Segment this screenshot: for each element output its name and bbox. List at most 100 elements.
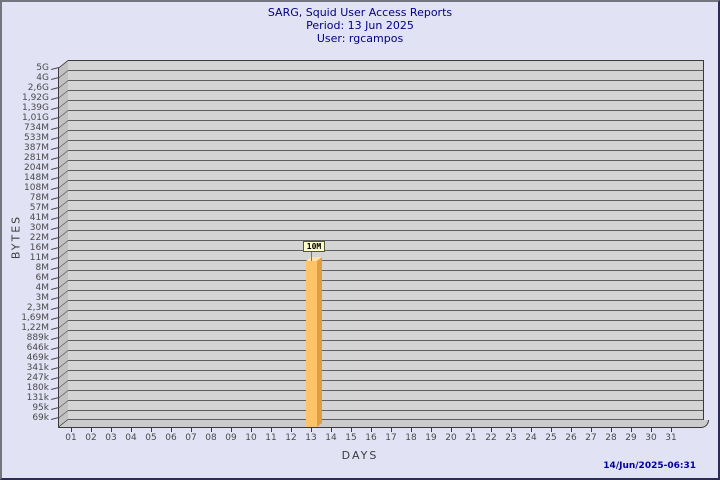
x-axis-tick-mark [391,428,392,432]
x-axis-tick-mark [151,428,152,432]
gridline [68,370,703,371]
title-block: SARG, Squid User Access Reports Period: … [2,6,718,45]
x-axis-tick-mark [531,428,532,432]
gridline [68,190,703,191]
gridline [68,280,703,281]
gridline [68,340,703,341]
x-axis-tick-mark [171,428,172,432]
x-axis-tick-mark [511,428,512,432]
x-axis-tick-label: 31 [665,433,677,443]
x-axis-tick-label: 19 [425,433,437,443]
x-axis-tick-mark [331,428,332,432]
gridline [68,250,703,251]
x-axis-tick-label: 01 [65,433,77,443]
chart-period: Period: 13 Jun 2025 [306,19,414,32]
x-axis-tick-label: 13 [305,433,317,443]
x-axis-tick-mark [191,428,192,432]
gridline [68,80,703,81]
x-axis-tick-label: 22 [485,433,497,443]
gridline [68,390,703,391]
chart-title: SARG, Squid User Access Reports [267,6,453,19]
chart-3d-bottom-wall [58,420,705,428]
x-axis-tick-label: 30 [645,433,657,443]
x-axis-tick-label: 08 [205,433,217,443]
gridline [68,410,703,411]
y-axis-tick-label: 11M [29,253,49,263]
y-axis-tick-label: 2,3M [26,303,49,313]
gridline [68,260,703,261]
bar-value-connector [311,252,312,261]
y-axis-tick-label: 57M [29,203,49,213]
x-axis-tick-label: 27 [585,433,597,443]
y-axis-tick-label: 16M [29,243,49,253]
gridline [68,360,703,361]
gridline [68,100,703,101]
y-axis-tick-label: 1,92G [21,93,49,103]
gridline [68,200,703,201]
y-axis-tick-label: 180k [26,383,49,393]
gridline [68,130,703,131]
x-axis-tick-mark [271,428,272,432]
y-axis-tick-label: 341k [26,363,49,373]
x-axis-tick-mark [111,428,112,432]
x-axis-tick-mark [431,428,432,432]
y-axis-tick-label: 387M [24,143,49,153]
chart-plot-area [68,60,704,420]
gridline [68,140,703,141]
y-axis-tick-label: 95k [32,403,49,413]
gridline [68,270,703,271]
y-axis-tick-label: 69k [32,413,49,423]
x-axis-tick-label: 18 [405,433,417,443]
y-axis-tick-label: 5G [36,63,49,73]
y-axis-tick-label: 8M [35,263,50,273]
gridline [68,350,703,351]
x-axis-tick-mark [351,428,352,432]
x-axis-tick-label: 06 [165,433,177,443]
y-axis-tick-label: 6M [35,273,50,283]
gridline [68,320,703,321]
y-axis-tick-label: 108M [24,183,49,193]
chart-3d-left-wall [58,59,69,429]
x-axis-tick-mark [651,428,652,432]
y-axis-tick-label: 281M [24,153,49,163]
gridline [68,400,703,401]
gridline [68,380,703,381]
gridline [68,70,703,71]
x-axis-tick-mark [591,428,592,432]
x-axis-tick-label: 28 [605,433,617,443]
y-axis-tick-label: 533M [24,133,49,143]
x-axis-tick-label: 20 [445,433,457,443]
x-axis-tick-mark [571,428,572,432]
x-axis-tick-label: 14 [325,433,337,443]
y-axis-tick-label: 78M [29,193,49,203]
y-axis-tick-label: 30M [29,223,49,233]
y-axis-tick-label: 41M [29,213,49,223]
x-axis-tick-mark [71,428,72,432]
x-axis-tick-label: 23 [505,433,517,443]
x-axis-tick-label: 05 [145,433,157,443]
y-axis-tick-label: 889k [26,333,49,343]
gridline [68,330,703,331]
x-axis-tick-mark [211,428,212,432]
y-axis-tick-label: 3M [35,293,50,303]
x-axis-tick-label: 26 [565,433,577,443]
gridline [68,310,703,311]
x-axis-tick-label: 07 [185,433,197,443]
gridline [68,220,703,221]
gridline [68,300,703,301]
y-axis-tick-label: 646k [26,343,49,353]
y-axis-tick-label: 4G [36,73,49,83]
x-axis-tick-mark [311,428,312,432]
gridline [68,210,703,211]
y-axis-tick-label: 1,39G [21,103,49,113]
x-axis-tick-label: 11 [265,433,277,443]
x-axis-tick-mark [251,428,252,432]
chart-3d-corner [694,420,709,428]
bar-day-13 [305,261,317,427]
x-axis-tick-label: 29 [625,433,637,443]
gridline [68,290,703,291]
x-axis-tick-mark [371,428,372,432]
x-axis-tick-label: 10 [245,433,257,443]
